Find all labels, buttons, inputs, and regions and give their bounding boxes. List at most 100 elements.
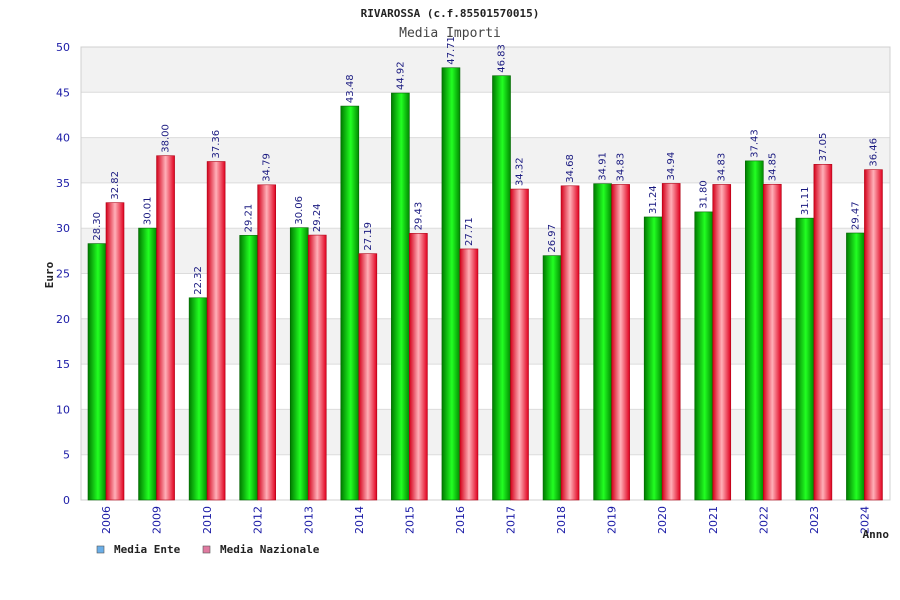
data-label-media-ente: 30.06	[294, 196, 305, 225]
data-label-media-ente: 46.83	[497, 44, 508, 73]
y-tick-label: 10	[56, 403, 70, 416]
x-tick-label: 2024	[858, 506, 871, 534]
data-label-media-ente: 29.47	[850, 201, 861, 230]
x-tick-label: 2019	[606, 506, 619, 534]
x-tick-label: 2023	[808, 506, 821, 534]
bar-media-nazionale	[105, 202, 125, 501]
y-tick-label: 0	[63, 494, 70, 507]
legend-label-media-nazionale: Media Nazionale	[220, 543, 320, 556]
bar-media-ente	[694, 211, 714, 501]
bar-media-nazionale	[813, 164, 833, 501]
data-label-media-nazionale: 34.32	[515, 157, 526, 186]
x-tick-label: 2006	[100, 506, 113, 534]
x-axis: 2006 2009 2010 2012 2013 2014 2015 2016 2017 2018…	[100, 506, 871, 534]
x-tick-label: 2016	[454, 506, 467, 534]
data-label-media-nazionale: 38.00	[161, 124, 172, 153]
bar-media-nazionale	[763, 183, 782, 501]
data-label-media-ente: 43.48	[345, 74, 356, 103]
bar-media-nazionale	[712, 184, 732, 501]
x-tick-label: 2020	[656, 506, 669, 534]
bar-media-nazionale	[560, 185, 580, 501]
data-label-media-ente: 47.71	[446, 36, 457, 65]
data-label-media-nazionale: 34.85	[767, 153, 778, 182]
data-label-media-nazionale: 34.94	[666, 152, 677, 181]
data-label-media-ente: 34.91	[598, 152, 609, 181]
data-label-media-ente: 22.32	[193, 266, 204, 295]
data-label-media-nazionale: 27.19	[363, 222, 374, 251]
data-label-media-nazionale: 32.82	[110, 171, 121, 200]
x-tick-label: 2010	[201, 506, 214, 534]
x-tick-label: 2018	[555, 506, 568, 534]
y-tick-label: 25	[56, 268, 70, 281]
data-label-media-nazionale: 27.71	[464, 217, 475, 246]
data-label-media-nazionale: 34.83	[616, 153, 627, 182]
bar-media-nazionale	[206, 161, 226, 501]
bar-media-nazionale	[459, 248, 479, 501]
grid-band	[81, 47, 890, 93]
x-tick-label: 2012	[252, 506, 265, 534]
data-label-media-nazionale: 37.05	[818, 133, 829, 162]
data-label-media-ente: 31.24	[648, 185, 659, 214]
bar-media-nazionale	[358, 253, 378, 501]
data-label-media-ente: 37.43	[749, 129, 760, 158]
data-label-media-nazionale: 29.24	[312, 203, 323, 232]
bar-media-ente	[138, 227, 157, 501]
x-tick-label: 2009	[151, 506, 164, 534]
data-label-media-nazionale: 34.79	[262, 153, 273, 182]
x-tick-label: 2015	[403, 506, 416, 534]
data-label-media-ente: 30.01	[143, 196, 154, 225]
bar-media-ente	[643, 216, 663, 501]
legend-swatch-media-ente	[96, 545, 105, 554]
bar-media-nazionale	[510, 188, 529, 501]
bar-media-ente	[391, 92, 410, 501]
bar-media-nazionale	[307, 234, 327, 501]
legend-swatch-media-nazionale	[202, 545, 211, 554]
bar-media-ente	[441, 67, 461, 501]
bar-media-nazionale	[156, 155, 175, 501]
x-tick-label: 2022	[757, 506, 770, 534]
chart-title: RIVAROSSA (c.f.85501570015)	[361, 7, 540, 20]
bar-media-ente	[795, 217, 815, 501]
plot-frame	[80, 46, 891, 501]
data-label-media-ente: 26.97	[547, 224, 558, 253]
y-tick-label: 40	[56, 132, 70, 145]
y-axis: 0 5 10 15 20 25 30 35 40 45 50	[56, 41, 70, 507]
bar-media-ente	[289, 227, 309, 501]
bar-media-ente	[340, 105, 360, 501]
data-label-media-nazionale: 37.36	[211, 130, 222, 159]
bar-media-ente	[239, 235, 258, 501]
data-label-media-nazionale: 29.43	[413, 202, 424, 231]
data-label-media-ente: 31.80	[699, 180, 710, 209]
chart-subtitle: Media Importi	[399, 26, 501, 41]
data-label-media-nazionale: 36.46	[868, 138, 879, 167]
bar-media-ente	[542, 255, 562, 501]
y-tick-label: 15	[56, 358, 70, 371]
y-tick-label: 45	[56, 86, 70, 99]
bars: 28.30 32.82 30.01 38.00 22.32 37.36 29.21 34.79…	[87, 36, 883, 501]
bar-media-nazionale	[409, 233, 428, 501]
data-label-media-ente: 29.21	[244, 204, 255, 233]
data-label-media-nazionale: 34.68	[565, 154, 576, 183]
bar-media-ente	[846, 232, 865, 501]
data-label-media-ente: 44.92	[395, 61, 406, 90]
bar-media-ente	[492, 75, 511, 501]
legend-label-media-ente: Media Ente	[114, 543, 181, 556]
y-tick-label: 30	[56, 222, 70, 235]
x-tick-label: 2021	[707, 506, 720, 534]
data-label-media-nazionale: 34.83	[717, 153, 728, 182]
legend: Media Ente Media Nazionale	[96, 543, 320, 556]
y-tick-label: 50	[56, 41, 70, 54]
bar-media-nazionale	[661, 183, 681, 501]
y-tick-label: 20	[56, 313, 70, 326]
bar-media-ente	[188, 297, 208, 501]
bar-media-nazionale	[257, 184, 276, 501]
y-tick-label: 35	[56, 177, 70, 190]
x-tick-label: 2013	[302, 506, 315, 534]
data-label-media-ente: 28.30	[92, 212, 103, 241]
x-tick-label: 2014	[353, 506, 366, 534]
y-axis-title: Euro	[43, 261, 56, 288]
x-tick-label: 2017	[505, 506, 518, 534]
bar-media-ente	[593, 183, 612, 501]
data-label-media-ente: 31.11	[800, 187, 811, 216]
